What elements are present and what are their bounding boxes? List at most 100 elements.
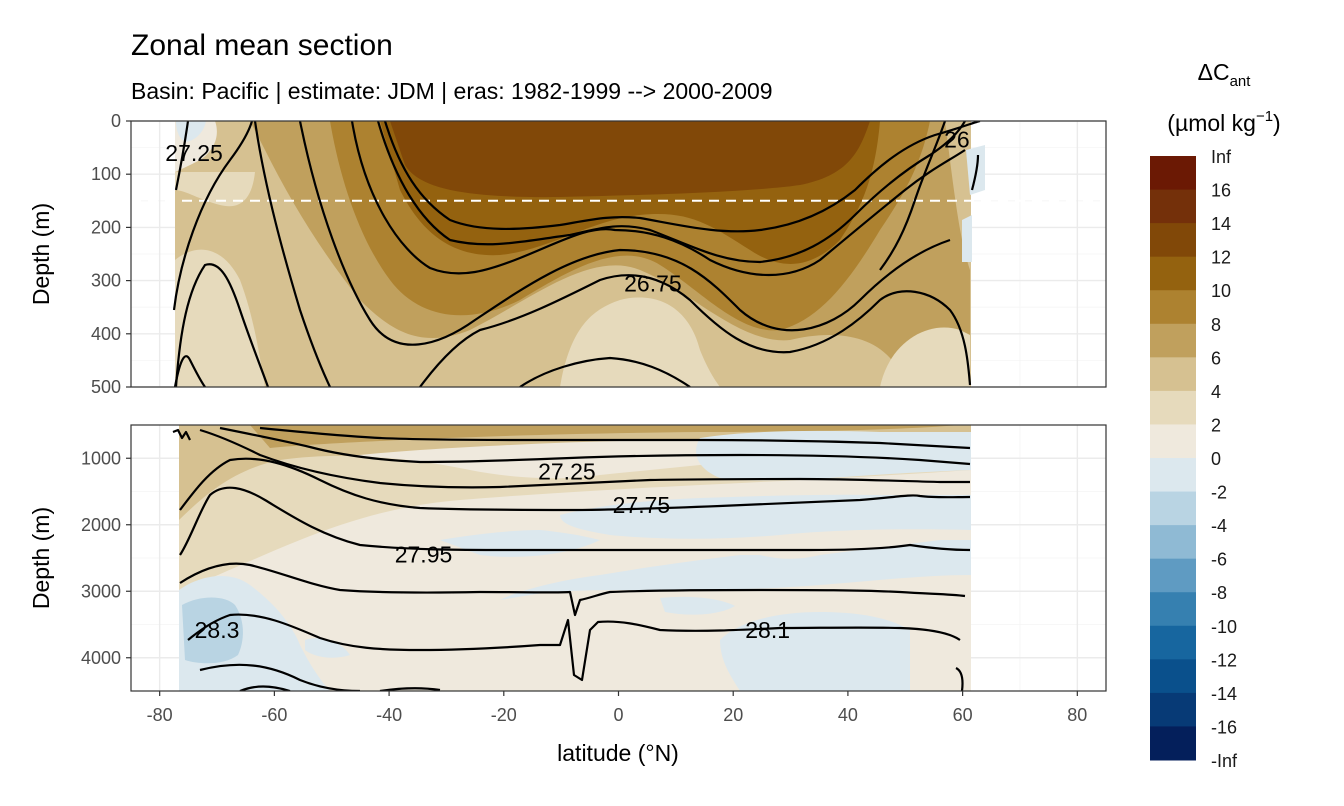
contour-label: 28.3 xyxy=(195,617,240,643)
legend-break-label: -16 xyxy=(1211,717,1237,737)
legend-swatch xyxy=(1150,424,1196,459)
legend-break-label: 12 xyxy=(1211,248,1231,268)
legend-swatch xyxy=(1150,491,1196,526)
y-tick-label: 300 xyxy=(91,271,121,291)
legend-title: ΔCant xyxy=(1198,59,1252,90)
legend-swatch xyxy=(1150,726,1196,761)
y-tick-label: 3000 xyxy=(81,581,121,601)
x-axis: -80 -60 -40 -20 0 20 40 60 80 xyxy=(147,691,1087,725)
lower-fill-negative-south-core xyxy=(182,597,243,664)
upper-panel: 0 100 200 300 400 500 27.25 26.75 26 Depth (m) xyxy=(28,111,1107,397)
lower-contour-2 xyxy=(199,428,970,489)
upper-contour-9 xyxy=(173,355,206,387)
lower-contours xyxy=(172,426,971,691)
lower-contour-4 xyxy=(259,426,971,450)
upper-contour-2 xyxy=(172,121,254,311)
upper-contour-8 xyxy=(383,121,981,233)
legend-break-label: -6 xyxy=(1211,550,1227,570)
lower-panel-fill xyxy=(179,425,971,691)
legend: ΔCant (µmol kg−1) Inf 16 14 12 10 8 6 4 2 0 -2 -4 -6… xyxy=(1150,59,1281,771)
legend-break-label: 4 xyxy=(1211,382,1221,402)
upper-contour-13 xyxy=(970,154,980,191)
lower-contour-6 xyxy=(179,486,971,556)
contour-label: 28.1 xyxy=(745,617,790,643)
lower-fill-2-4 xyxy=(179,455,971,590)
x-tick-label: -40 xyxy=(376,705,402,725)
legend-break-label: 10 xyxy=(1211,281,1231,301)
legend-break-label: -10 xyxy=(1211,617,1237,637)
lower-contour-11 xyxy=(379,687,441,691)
y-tick-label: 400 xyxy=(91,324,121,344)
legend-title-main: ΔC xyxy=(1198,59,1230,85)
chart-subtitle: Basin: Pacific | estimate: JDM | eras: 1… xyxy=(131,78,773,104)
contour-label: 26.75 xyxy=(624,270,682,296)
lower-fill-negative-band-4 xyxy=(560,494,971,539)
legend-break-label: -2 xyxy=(1211,483,1227,503)
legend-swatch xyxy=(1150,625,1196,660)
legend-swatch xyxy=(1150,290,1196,325)
contour-label: 26 xyxy=(944,127,970,153)
lower-contour-5 xyxy=(179,457,971,512)
legend-break-label: -4 xyxy=(1211,516,1227,536)
y-tick-label: 0 xyxy=(111,111,121,131)
legend-swatch xyxy=(1150,256,1196,291)
legend-break-label: 2 xyxy=(1211,415,1221,435)
legend-break-label: -14 xyxy=(1211,684,1237,704)
upper-contour-3 xyxy=(174,263,270,387)
lower-fill-negative-patch xyxy=(305,638,350,658)
legend-swatch xyxy=(1150,525,1196,560)
x-tick-label: 40 xyxy=(838,705,858,725)
legend-break-label: -12 xyxy=(1211,650,1237,670)
lower-panel: 1000 2000 3000 4000 27.25 27.75 27.95 28.3 28.1… xyxy=(28,424,1107,692)
x-tick-label: 60 xyxy=(953,705,973,725)
upper-fill-12-14 xyxy=(390,121,870,198)
lower-contour-3 xyxy=(219,426,971,466)
upper-y-axis: 0 100 200 300 400 500 xyxy=(91,111,131,397)
x-tick-label: -60 xyxy=(261,705,287,725)
upper-fill-2-4-south xyxy=(175,249,265,387)
y-tick-label: 1000 xyxy=(81,448,121,468)
x-tick-label: -20 xyxy=(491,705,517,725)
legend-swatch xyxy=(1150,692,1196,727)
lower-y-axis: 1000 2000 3000 4000 xyxy=(81,448,131,668)
lower-fill-4-6 xyxy=(179,425,971,520)
legend-swatch xyxy=(1150,156,1196,191)
upper-contour-10 xyxy=(419,274,972,387)
upper-contour-4 xyxy=(253,121,331,387)
lower-contour-9 xyxy=(199,663,361,691)
legend-break-label: 14 xyxy=(1211,214,1231,234)
upper-contour-5 xyxy=(298,121,951,346)
legend-break-label: 8 xyxy=(1211,315,1221,335)
chart-title: Zonal mean section xyxy=(131,29,393,62)
lower-contour-10 xyxy=(239,685,291,691)
legend-break-label: -Inf xyxy=(1211,751,1238,771)
upper-fill-negative-north xyxy=(962,215,972,262)
lower-contour-8 xyxy=(187,613,961,682)
contour-label: 27.95 xyxy=(395,542,453,568)
upper-contour-11 xyxy=(519,356,691,387)
lower-fill-negative-band-1 xyxy=(500,540,971,600)
upper-fill-2-4-north xyxy=(880,327,970,387)
x-tick-label: -80 xyxy=(147,705,173,725)
upper-contour-12 xyxy=(879,121,947,271)
upper-contour-6 xyxy=(350,121,966,276)
legend-labels: Inf 16 14 12 10 8 6 4 2 0 -2 -4 -6 -8 -10 -12 -14 -16 -Inf xyxy=(1211,147,1238,771)
lower-contour-12 xyxy=(955,667,964,691)
lower-fill-negative-mid xyxy=(660,596,735,615)
upper-fill-2-4-center xyxy=(560,297,720,387)
x-tick-label: 20 xyxy=(723,705,743,725)
legend-swatch xyxy=(1150,458,1196,493)
lower-contour-7 xyxy=(179,562,966,617)
y-tick-label: 500 xyxy=(91,377,121,397)
legend-units-close: ) xyxy=(1273,110,1281,136)
upper-contour-labels: 27.25 26.75 26 xyxy=(165,127,969,297)
x-axis-title: latitude (°N) xyxy=(557,740,679,766)
legend-units-superscript: −1 xyxy=(1256,108,1273,125)
legend-swatch xyxy=(1150,189,1196,224)
upper-y-axis-title: Depth (m) xyxy=(28,203,54,305)
y-tick-label: 200 xyxy=(91,217,121,237)
legend-swatch xyxy=(1150,357,1196,392)
legend-colorbar xyxy=(1150,156,1196,761)
legend-units-main: (µmol kg xyxy=(1167,110,1256,136)
